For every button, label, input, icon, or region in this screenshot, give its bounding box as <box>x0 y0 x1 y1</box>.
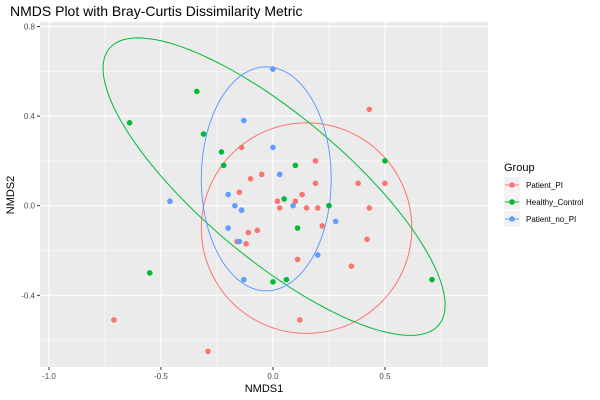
point-healthy-control <box>126 120 133 126</box>
point-healthy-control <box>429 276 435 283</box>
point-patient-no-pi <box>270 66 276 72</box>
point-healthy-control <box>146 270 153 276</box>
confidence-ellipses <box>102 37 446 336</box>
point-patient-pi <box>274 198 281 205</box>
point-patient-pi <box>319 223 326 229</box>
point-healthy-control <box>292 162 299 169</box>
point-patient-no-pi <box>241 117 247 124</box>
point-patient-pi <box>245 229 252 236</box>
plot-panel <box>40 22 488 367</box>
y-tick-label: -0.4 <box>21 291 35 300</box>
point-healthy-control <box>283 276 290 283</box>
point-patient-pi <box>299 191 305 198</box>
x-axis-title: NMDS1 <box>245 383 284 395</box>
point-patient-pi <box>312 158 319 164</box>
chart-title: NMDS Plot with Bray-Curtis Dissimilarity… <box>10 3 302 19</box>
point-patient-no-pi <box>236 238 243 245</box>
y-tick-label: 0.4 <box>24 112 36 121</box>
legend-title: Group <box>504 162 535 174</box>
point-patient-pi <box>297 317 303 323</box>
y-tick-label: 0.0 <box>24 202 36 211</box>
legend-key-point <box>509 182 515 188</box>
data-points <box>111 66 435 355</box>
point-healthy-control <box>200 131 207 137</box>
point-patient-pi <box>366 106 373 113</box>
ellipse-patient-no-pi <box>200 66 332 292</box>
point-healthy-control <box>326 202 332 209</box>
point-patient-pi <box>355 180 361 187</box>
point-patient-pi <box>258 171 265 178</box>
point-patient-pi <box>205 348 211 355</box>
point-patient-pi <box>366 205 373 211</box>
point-patient-pi <box>303 205 310 211</box>
point-patient-pi <box>111 317 117 323</box>
axis-ticks: -1.0 -0.5 0.0 0.5 -0.4 0.0 0.4 0.8 <box>21 22 391 381</box>
point-patient-no-pi <box>238 207 245 213</box>
point-patient-pi <box>348 263 355 269</box>
point-patient-pi <box>314 205 321 211</box>
point-patient-no-pi <box>270 144 276 151</box>
point-healthy-control <box>218 149 225 155</box>
point-patient-no-pi <box>276 171 283 178</box>
point-healthy-control <box>294 225 301 231</box>
y-axis-title: NMDS2 <box>5 176 17 215</box>
x-tick-label: 0.0 <box>267 372 279 381</box>
point-patient-pi <box>276 205 283 211</box>
point-patient-no-pi <box>167 198 173 205</box>
legend-key-point <box>509 216 515 222</box>
legend-label-healthy-control: Healthy_Control <box>526 198 584 207</box>
point-patient-pi <box>236 189 243 196</box>
point-patient-no-pi <box>290 202 296 209</box>
x-tick-label: -1.0 <box>42 372 56 381</box>
ellipse-healthy-control <box>102 37 446 336</box>
point-healthy-control <box>194 88 200 95</box>
point-patient-pi <box>243 240 249 247</box>
point-patient-pi <box>364 236 370 243</box>
y-tick-label: 0.8 <box>24 22 36 31</box>
legend-key-point <box>509 199 515 205</box>
point-patient-pi <box>238 144 245 151</box>
point-healthy-control <box>281 196 287 202</box>
legend-label-patient-no-pi: Patient_no_PI <box>526 215 576 224</box>
ellipse-patient-pi <box>200 122 413 334</box>
point-patient-pi <box>247 176 254 182</box>
point-patient-no-pi <box>314 252 321 258</box>
point-healthy-control <box>220 162 227 169</box>
point-patient-pi <box>312 180 319 187</box>
point-patient-no-pi <box>241 276 247 283</box>
point-patient-pi <box>292 198 299 205</box>
point-healthy-control <box>382 158 388 164</box>
x-tick-label: -0.5 <box>154 372 168 381</box>
point-patient-no-pi <box>232 202 238 209</box>
point-patient-pi <box>294 256 301 263</box>
grid-lines <box>40 22 488 367</box>
legend: Group Patient_PI Healthy_Control Patient_n… <box>504 162 584 227</box>
point-healthy-control <box>270 279 276 285</box>
point-patient-no-pi <box>225 191 231 198</box>
point-patient-no-pi <box>332 218 339 225</box>
point-patient-pi <box>382 180 388 187</box>
x-tick-label: 0.5 <box>379 372 391 381</box>
legend-label-patient-pi: Patient_PI <box>526 181 563 190</box>
point-patient-pi <box>254 227 261 234</box>
point-patient-no-pi <box>225 225 231 231</box>
